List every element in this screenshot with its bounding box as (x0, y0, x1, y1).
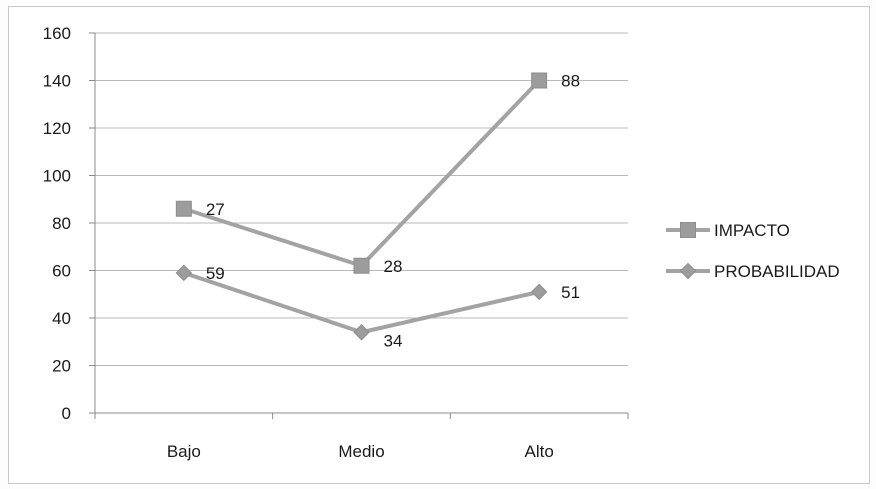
legend: IMPACTO PROBABILIDAD (666, 221, 840, 281)
series (175, 72, 548, 341)
series-line-impacto (183, 79, 541, 268)
marker-impacto (353, 257, 370, 274)
data-label-probabilidad: 34 (384, 331, 403, 350)
y-tick-label: 60 (52, 262, 71, 281)
marker-impacto (531, 72, 548, 89)
y-tick-label: 0 (62, 404, 71, 423)
data-label-impacto: 88 (561, 72, 580, 91)
y-tick-label: 20 (52, 357, 71, 376)
y-tick-label: 140 (43, 72, 71, 91)
data-label-probabilidad: 59 (206, 264, 225, 283)
y-tick-label: 120 (43, 119, 71, 138)
data-label-impacto: 27 (206, 200, 225, 219)
chart-frame (8, 6, 870, 484)
y-tick-label: 100 (43, 167, 71, 186)
gridlines (95, 32, 628, 366)
legend-marker-probabilidad (679, 262, 697, 280)
series-line-probabilidad (183, 270, 540, 335)
y-tick-label: 80 (52, 214, 71, 233)
x-tick-label: Bajo (167, 442, 201, 461)
marker-probabilidad (530, 283, 548, 301)
y-tick-label: 40 (52, 309, 71, 328)
data-label-probabilidad: 51 (561, 283, 580, 302)
legend-marker-impacto (680, 222, 696, 238)
legend-label-probabilidad: PROBABILIDAD (714, 262, 840, 281)
data-label-impacto: 28 (384, 257, 403, 276)
marker-impacto (175, 200, 192, 217)
marker-probabilidad (175, 264, 193, 282)
legend-label-impacto: IMPACTO (714, 221, 790, 240)
marker-probabilidad (353, 324, 370, 341)
x-tick-label: Alto (525, 442, 554, 461)
x-tick-label: Medio (338, 442, 384, 461)
data-labels: 27 28 88 59 34 51 (206, 72, 580, 351)
y-tick-label: 160 (43, 24, 71, 43)
axes: 0 20 40 60 80 100 120 140 160 Bajo Medio Alto (43, 24, 629, 461)
